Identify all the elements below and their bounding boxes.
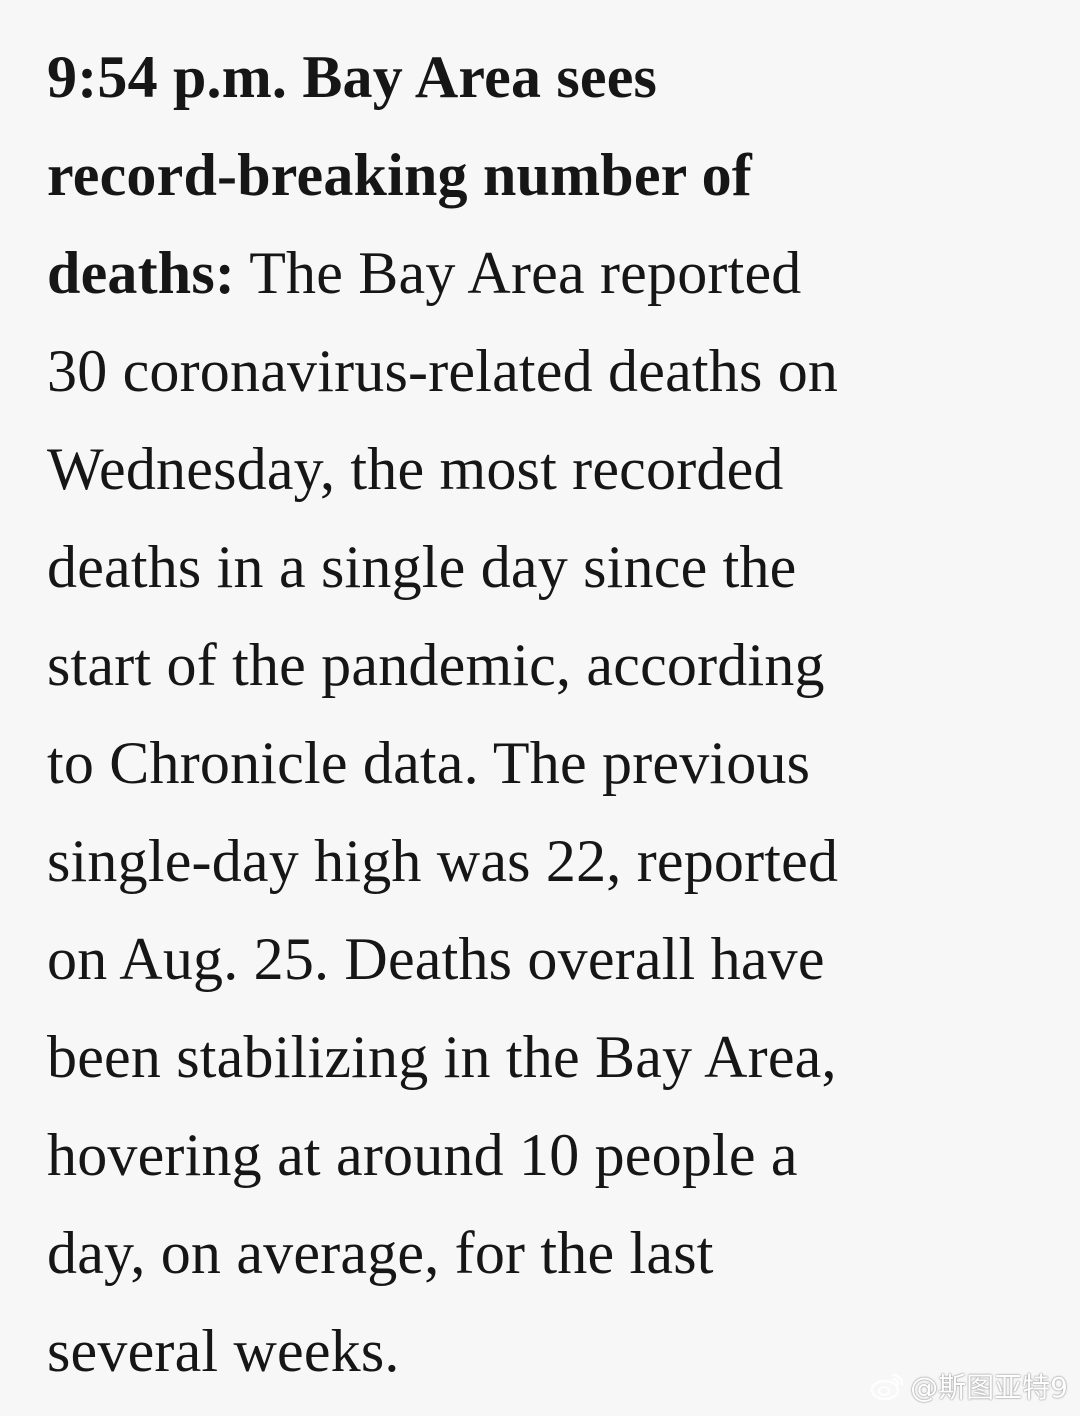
- body-text: to Chronicle data. The previous: [47, 730, 811, 796]
- body-text: deaths in a single day since the: [47, 534, 797, 600]
- article-line: Wednesday, the most recorded: [47, 420, 1047, 518]
- article-line: start of the pandemic, according: [47, 616, 1047, 714]
- body-text: been stabilizing in the Bay Area,: [47, 1024, 837, 1090]
- body-text: The Bay Area reported: [235, 240, 802, 306]
- watermark-text: @斯图亚特9: [910, 1371, 1068, 1404]
- article-line: to Chronicle data. The previous: [47, 714, 1047, 812]
- headline-text: 9:54 p.m. Bay Area sees: [47, 44, 658, 110]
- article-line: record-breaking number of: [47, 126, 1047, 224]
- body-text: several weeks.: [47, 1318, 400, 1384]
- article-line: day, on average, for the last: [47, 1204, 1047, 1302]
- body-text: day, on average, for the last: [47, 1220, 714, 1286]
- article-line: deaths in a single day since the: [47, 518, 1047, 616]
- article-line: deaths: The Bay Area reported: [47, 224, 1047, 322]
- body-text: Wednesday, the most recorded: [47, 436, 784, 502]
- headline-text: deaths:: [47, 240, 236, 306]
- body-text: on Aug. 25. Deaths overall have: [47, 926, 825, 992]
- body-text: start of the pandemic, according: [47, 632, 825, 698]
- article-line: hovering at around 10 people a: [47, 1106, 1047, 1204]
- body-text: 30 coronavirus-related deaths on: [47, 338, 839, 404]
- watermark: @斯图亚特9: [870, 1366, 1068, 1406]
- article-line: been stabilizing in the Bay Area,: [47, 1008, 1047, 1106]
- article-line: 30 coronavirus-related deaths on: [47, 322, 1047, 420]
- body-text: single-day high was 22, reported: [47, 828, 839, 894]
- body-text: hovering at around 10 people a: [47, 1122, 798, 1188]
- weibo-icon: [870, 1371, 904, 1401]
- article-line: 9:54 p.m. Bay Area sees: [47, 28, 1047, 126]
- article-body: 9:54 p.m. Bay Area sees record-breaking n…: [47, 28, 1047, 1400]
- article-line: several weeks.: [47, 1302, 1047, 1400]
- article-line: single-day high was 22, reported: [47, 812, 1047, 910]
- headline-text: record-breaking number of: [47, 142, 752, 208]
- article-line: on Aug. 25. Deaths overall have: [47, 910, 1047, 1008]
